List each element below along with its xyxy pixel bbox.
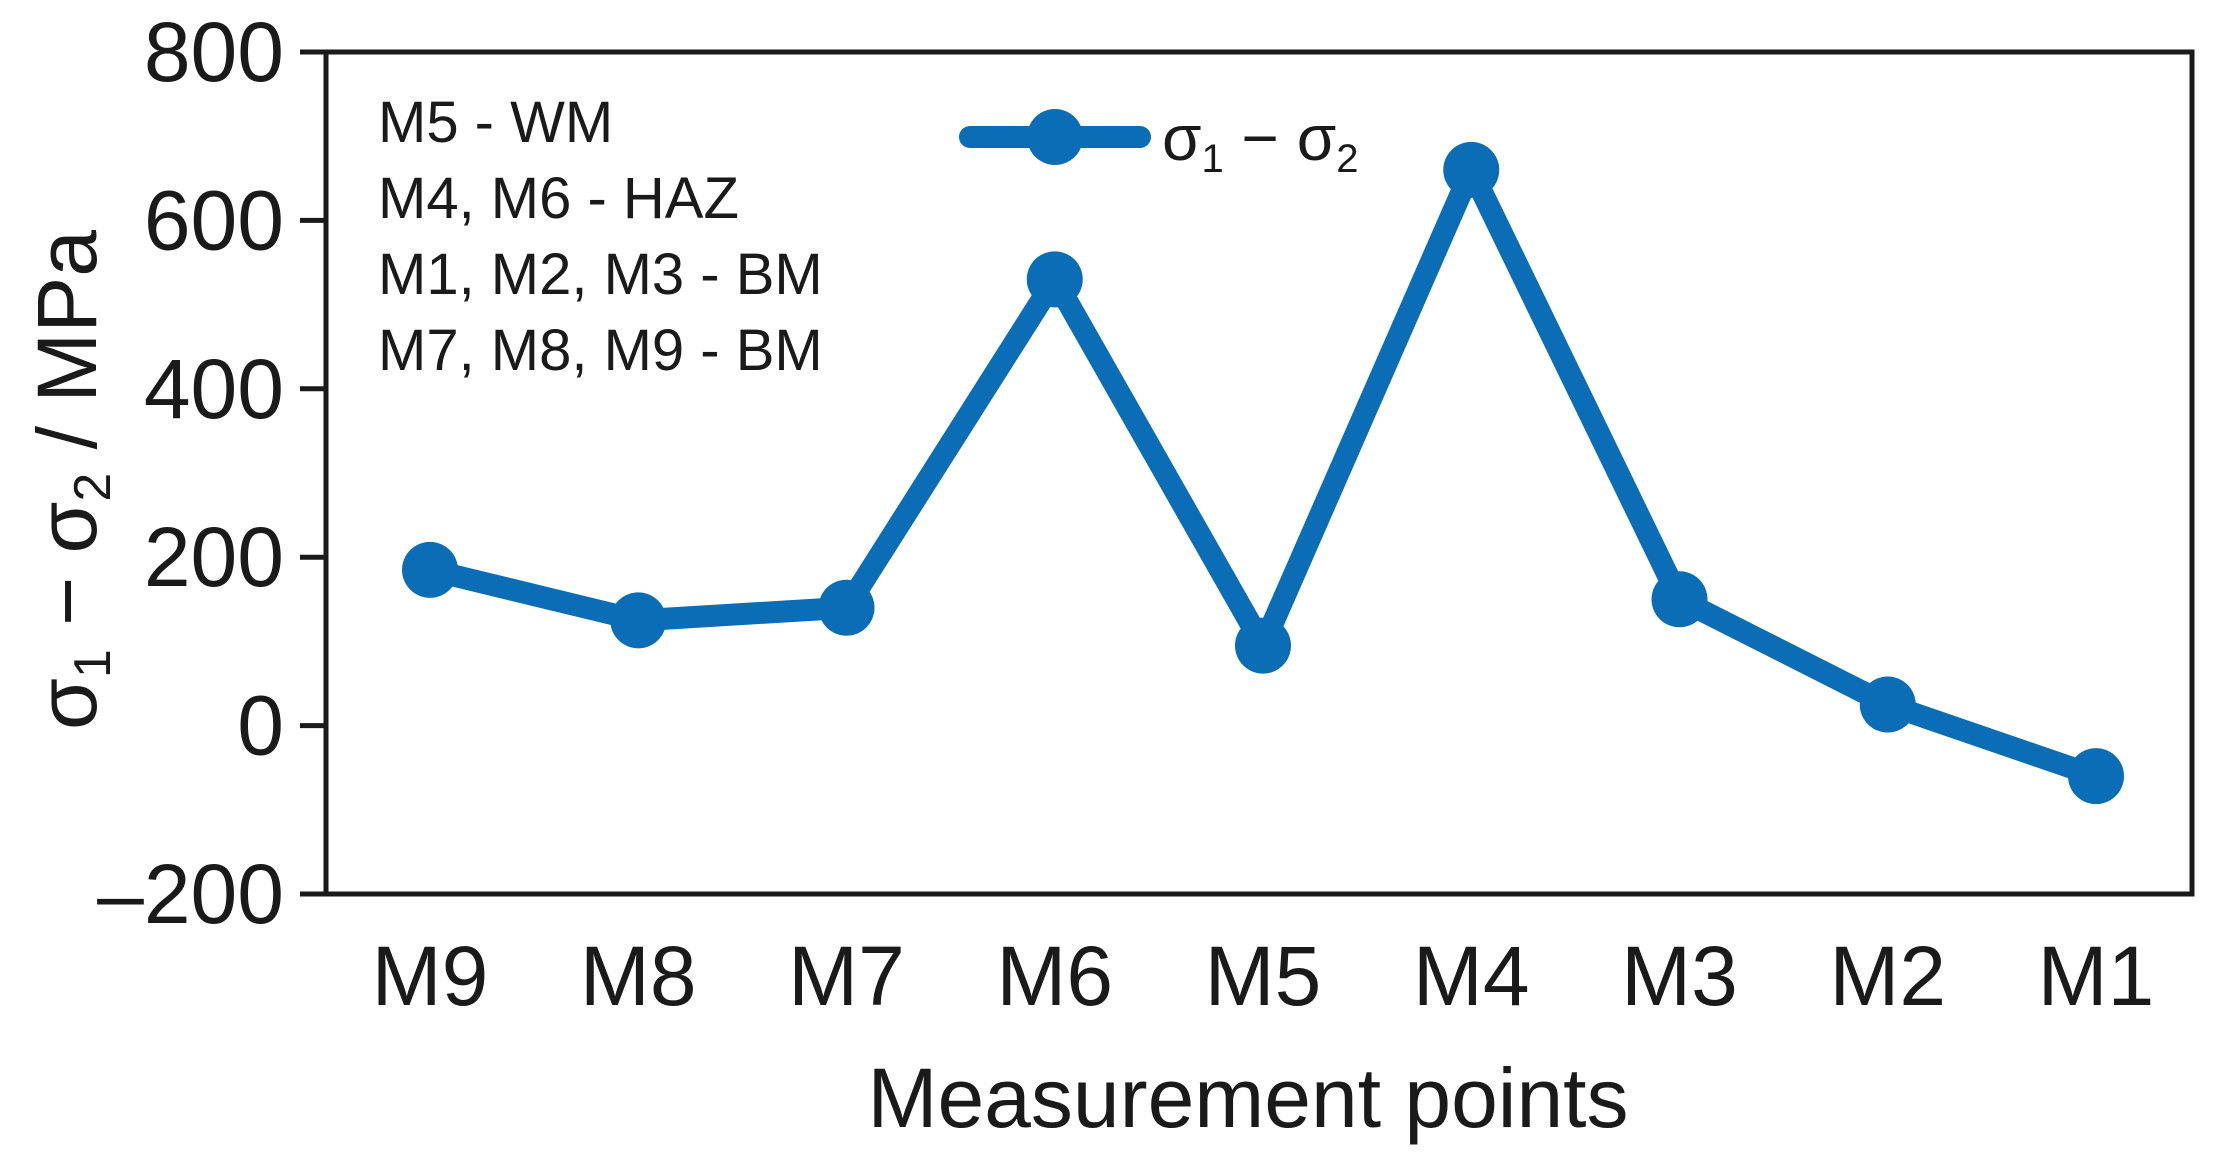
data-point bbox=[1859, 676, 1916, 733]
x-tick-label: M3 bbox=[1621, 929, 1738, 1023]
x-tick-label: M2 bbox=[1829, 929, 1946, 1023]
series-group bbox=[402, 141, 2124, 805]
annotation-line: M4, M6 - HAZ bbox=[378, 166, 739, 231]
plot-frame bbox=[323, 49, 2195, 897]
data-point bbox=[1026, 251, 1083, 308]
data-point bbox=[1651, 571, 1708, 628]
y-axis: 800 600 400 200 0 –200 bbox=[97, 5, 326, 941]
legend: σ1 − σ2 bbox=[959, 102, 1358, 181]
x-tick-label: M6 bbox=[996, 929, 1113, 1023]
x-tick-label: M9 bbox=[372, 929, 489, 1023]
x-tick-label: M7 bbox=[788, 929, 905, 1023]
annotation-line: M7, M8, M9 - BM bbox=[378, 318, 823, 383]
x-tick-label: M1 bbox=[2038, 929, 2155, 1023]
x-tick-label: M4 bbox=[1413, 929, 1530, 1023]
x-axis-title: Measurement points bbox=[867, 1051, 1628, 1145]
data-point bbox=[1235, 617, 1291, 674]
y-axis-title: σ1 − σ2 / MPa bbox=[20, 230, 122, 730]
data-point bbox=[610, 592, 667, 649]
y-tick-label: 600 bbox=[144, 173, 284, 267]
data-point bbox=[818, 579, 875, 636]
y-tick-label: 400 bbox=[144, 342, 284, 436]
y-tick-label: 800 bbox=[144, 5, 284, 99]
annotation-block: M5 - WM M4, M6 - HAZ M1, M2, M3 - BM M7,… bbox=[378, 90, 823, 383]
x-tick-label: M8 bbox=[580, 929, 697, 1023]
data-point bbox=[402, 541, 458, 598]
legend-label: σ1 − σ2 bbox=[1162, 102, 1358, 181]
annotation-line: M1, M2, M3 - BM bbox=[378, 242, 823, 307]
x-tick-label: M5 bbox=[1205, 929, 1322, 1023]
legend-marker-swatch bbox=[1027, 109, 1083, 165]
data-point bbox=[1443, 141, 1500, 198]
annotation-line: M5 - WM bbox=[378, 90, 613, 155]
y-tick-label: 200 bbox=[144, 510, 284, 604]
data-point bbox=[2068, 748, 2124, 805]
x-axis: M9 M8 M7 M6 M5 M4 M3 M2 M1 bbox=[372, 929, 2155, 1023]
y-tick-label: –200 bbox=[97, 847, 284, 941]
y-tick-label: 0 bbox=[237, 679, 284, 773]
